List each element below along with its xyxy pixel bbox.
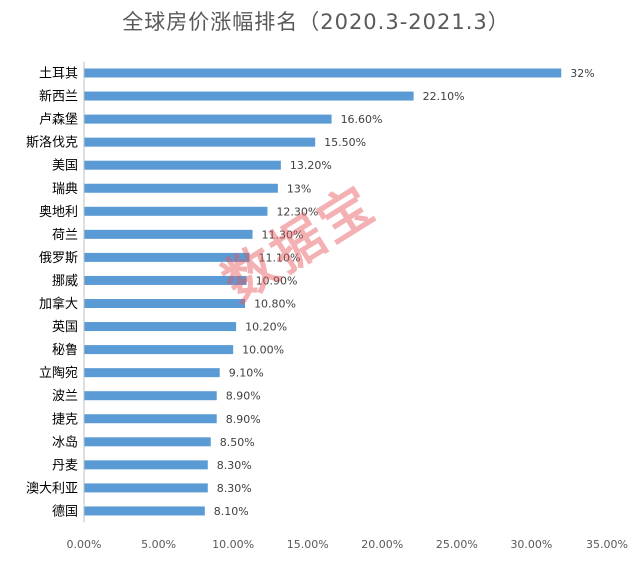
value-label: 8.90%: [226, 413, 261, 426]
x-tick-label: 35.00%: [586, 538, 628, 551]
value-label: 10.00%: [242, 344, 284, 357]
bar-19: [84, 506, 205, 516]
bar-16: [84, 437, 211, 447]
bar-17: [84, 460, 208, 470]
category-label: 波兰: [52, 389, 78, 404]
category-label: 德国: [52, 504, 78, 519]
category-label: 挪威: [52, 274, 78, 289]
value-label: 11.30%: [262, 228, 304, 241]
bar-7: [84, 229, 253, 239]
bar-0: [84, 68, 562, 78]
value-label: 22.10%: [423, 90, 465, 103]
bar-14: [84, 391, 217, 401]
bar-1: [84, 91, 414, 101]
value-label: 32%: [570, 67, 594, 80]
category-label: 斯洛伐克: [26, 136, 78, 151]
bar-8: [84, 252, 250, 262]
x-axis-ticks: 0.00% 5.00% 10.00% 15.00% 20.00% 25.00% 30.00%…: [67, 538, 628, 551]
category-label: 冰岛: [52, 434, 78, 450]
bar-10: [84, 299, 246, 308]
category-label: 英国: [52, 320, 78, 335]
bar-2: [84, 114, 332, 124]
category-labels: 土耳其新西兰卢森堡斯洛伐克美国瑞典奥地利荷兰俄罗斯挪威加拿大英国秘鲁立陶宛波兰捷…: [26, 67, 78, 520]
category-label: 奥地利: [39, 205, 78, 220]
category-label: 美国: [52, 159, 78, 174]
value-label: 10.20%: [245, 321, 287, 334]
bar-6: [84, 206, 268, 216]
category-label: 荷兰: [52, 228, 78, 243]
value-label: 8.30%: [217, 459, 252, 472]
chart-title: 全球房价涨幅排名（2020.3-2021.3）: [122, 10, 510, 34]
x-tick-label: 25.00%: [436, 538, 478, 551]
x-tick-label: 0.00%: [67, 538, 102, 551]
value-label: 8.50%: [220, 436, 255, 449]
value-label: 13%: [287, 182, 311, 195]
x-tick-label: 5.00%: [141, 538, 176, 551]
bar-5: [84, 183, 278, 193]
bar-18: [84, 483, 208, 493]
bars-layer: [84, 68, 562, 516]
bar-15: [84, 414, 217, 424]
bar-4: [84, 160, 281, 170]
category-label: 立陶宛: [39, 365, 78, 381]
value-label: 10.90%: [256, 274, 298, 287]
category-label: 俄罗斯: [39, 251, 78, 266]
category-label: 新西兰: [39, 89, 78, 105]
bar-12: [84, 345, 234, 355]
value-label: 10.80%: [254, 298, 296, 311]
value-label: 16.60%: [341, 113, 383, 126]
value-label: 12.30%: [276, 205, 318, 218]
value-label: 11.10%: [259, 251, 301, 264]
bar-11: [84, 322, 237, 332]
bar-3: [84, 137, 316, 147]
x-tick-label: 20.00%: [361, 538, 403, 551]
x-tick-label: 30.00%: [510, 538, 552, 551]
category-label: 卢森堡: [39, 112, 78, 128]
value-label: 13.20%: [290, 159, 332, 172]
category-label: 加拿大: [39, 296, 78, 312]
value-label: 15.50%: [324, 136, 366, 149]
category-label: 捷克: [52, 412, 78, 427]
category-label: 土耳其: [39, 67, 78, 82]
value-label: 8.90%: [226, 390, 261, 403]
category-label: 丹麦: [52, 458, 78, 473]
bar-13: [84, 368, 220, 378]
category-label: 秘鲁: [52, 343, 78, 358]
value-label: 9.10%: [229, 367, 264, 380]
category-label: 澳大利亚: [26, 480, 78, 496]
bar-9: [84, 275, 247, 285]
category-label: 瑞典: [52, 182, 78, 197]
x-tick-label: 15.00%: [287, 538, 329, 551]
value-labels: 32% 22.10% 16.60% 15.50% 13.20% 13% 12.30% 11.3…: [214, 67, 595, 518]
value-label: 8.30%: [217, 482, 252, 495]
x-tick-label: 10.00%: [212, 538, 254, 551]
value-label: 8.10%: [214, 505, 249, 518]
